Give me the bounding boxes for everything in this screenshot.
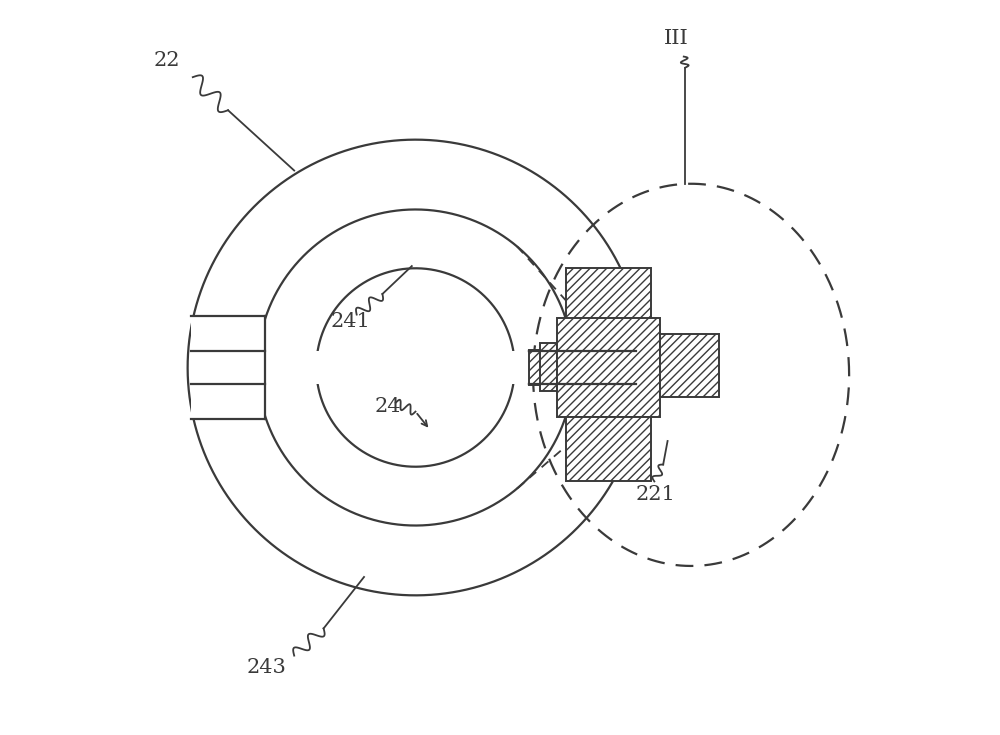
Text: 221: 221 — [636, 485, 676, 503]
Text: III: III — [664, 29, 689, 48]
Text: 241: 241 — [331, 312, 371, 331]
Bar — [660, 334, 719, 397]
Bar — [540, 343, 557, 391]
Text: 24: 24 — [375, 397, 402, 415]
Bar — [557, 318, 660, 417]
Bar — [191, 316, 265, 419]
Bar — [566, 268, 651, 338]
Text: 243: 243 — [246, 658, 286, 676]
Bar — [566, 417, 651, 481]
Bar — [529, 350, 541, 385]
Text: 22: 22 — [153, 51, 180, 70]
Bar — [191, 351, 640, 384]
Bar — [529, 351, 636, 384]
